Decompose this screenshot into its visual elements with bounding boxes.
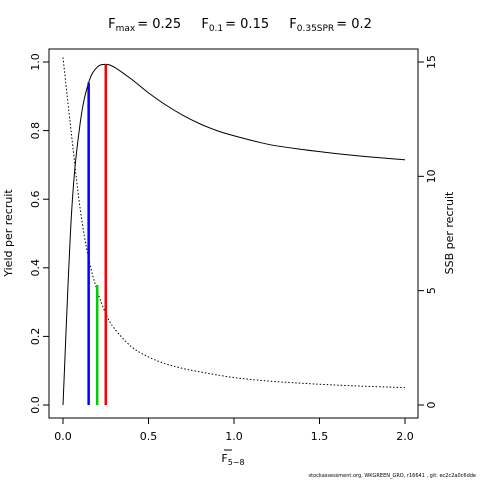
title-fspr-value: = 0.2: [336, 17, 372, 32]
yield-per-recruit-line: [62, 63, 406, 406]
x-axis: 0.0 0.5 1.0 1.5 2.0: [54, 418, 414, 443]
y-left-tick-label: 0.0: [29, 396, 42, 414]
x-tick-label: 0.5: [140, 430, 158, 443]
x-axis-label-sub: 5−8: [228, 458, 245, 467]
y-axis-left: 0.0 0.2 0.4 0.6 0.8 1.0: [29, 53, 49, 414]
footer-note: stockassessment.org, WKGREEN_GRO, r16641…: [309, 473, 476, 479]
y-axis-right: 0 5 10 15: [418, 55, 438, 409]
series-layer: [62, 57, 406, 406]
title-f01-value: = 0.15: [225, 17, 269, 32]
x-tick-label: 1.5: [311, 430, 329, 443]
plot-frame: [48, 48, 419, 419]
x-tick-label: 0.0: [54, 430, 72, 443]
title-fmax-base: F: [108, 17, 115, 32]
title-fmax-value: = 0.25: [137, 17, 181, 32]
title-f01-base: F: [201, 17, 208, 32]
title-fspr-sub: 0.35SPR: [297, 24, 334, 34]
y-left-tick-label: 0.2: [29, 328, 42, 346]
y-right-tick-label: 10: [425, 169, 438, 183]
title-f01-sub: 0.1: [209, 24, 223, 34]
ssb-per-recruit-line: [62, 57, 406, 389]
chart-title: Fmax = 0.25 F0.1 = 0.15 F0.35SPR = 0.2: [108, 17, 372, 34]
y-left-tick-label: 0.4: [29, 259, 42, 277]
y-axis-right-label: SSB per recruit: [443, 191, 456, 274]
y-right-tick-label: 15: [425, 55, 438, 69]
x-axis-label: F5−8: [221, 452, 244, 467]
y-left-tick-label: 0.8: [29, 122, 42, 140]
x-tick-label: 2.0: [396, 430, 414, 443]
x-tick-label: 1.0: [225, 430, 243, 443]
y-left-tick-label: 1.0: [29, 53, 42, 71]
y-right-tick-label: 0: [425, 402, 438, 409]
reference-lines: [87, 64, 107, 405]
x-axis-label-base: F: [221, 452, 227, 465]
y-left-tick-label: 0.6: [29, 190, 42, 208]
y-right-tick-label: 5: [425, 287, 438, 294]
title-fmax-sub: max: [116, 24, 136, 34]
title-fspr-base: F: [289, 17, 296, 32]
y-axis-left-label: Yield per recruit: [2, 189, 15, 278]
